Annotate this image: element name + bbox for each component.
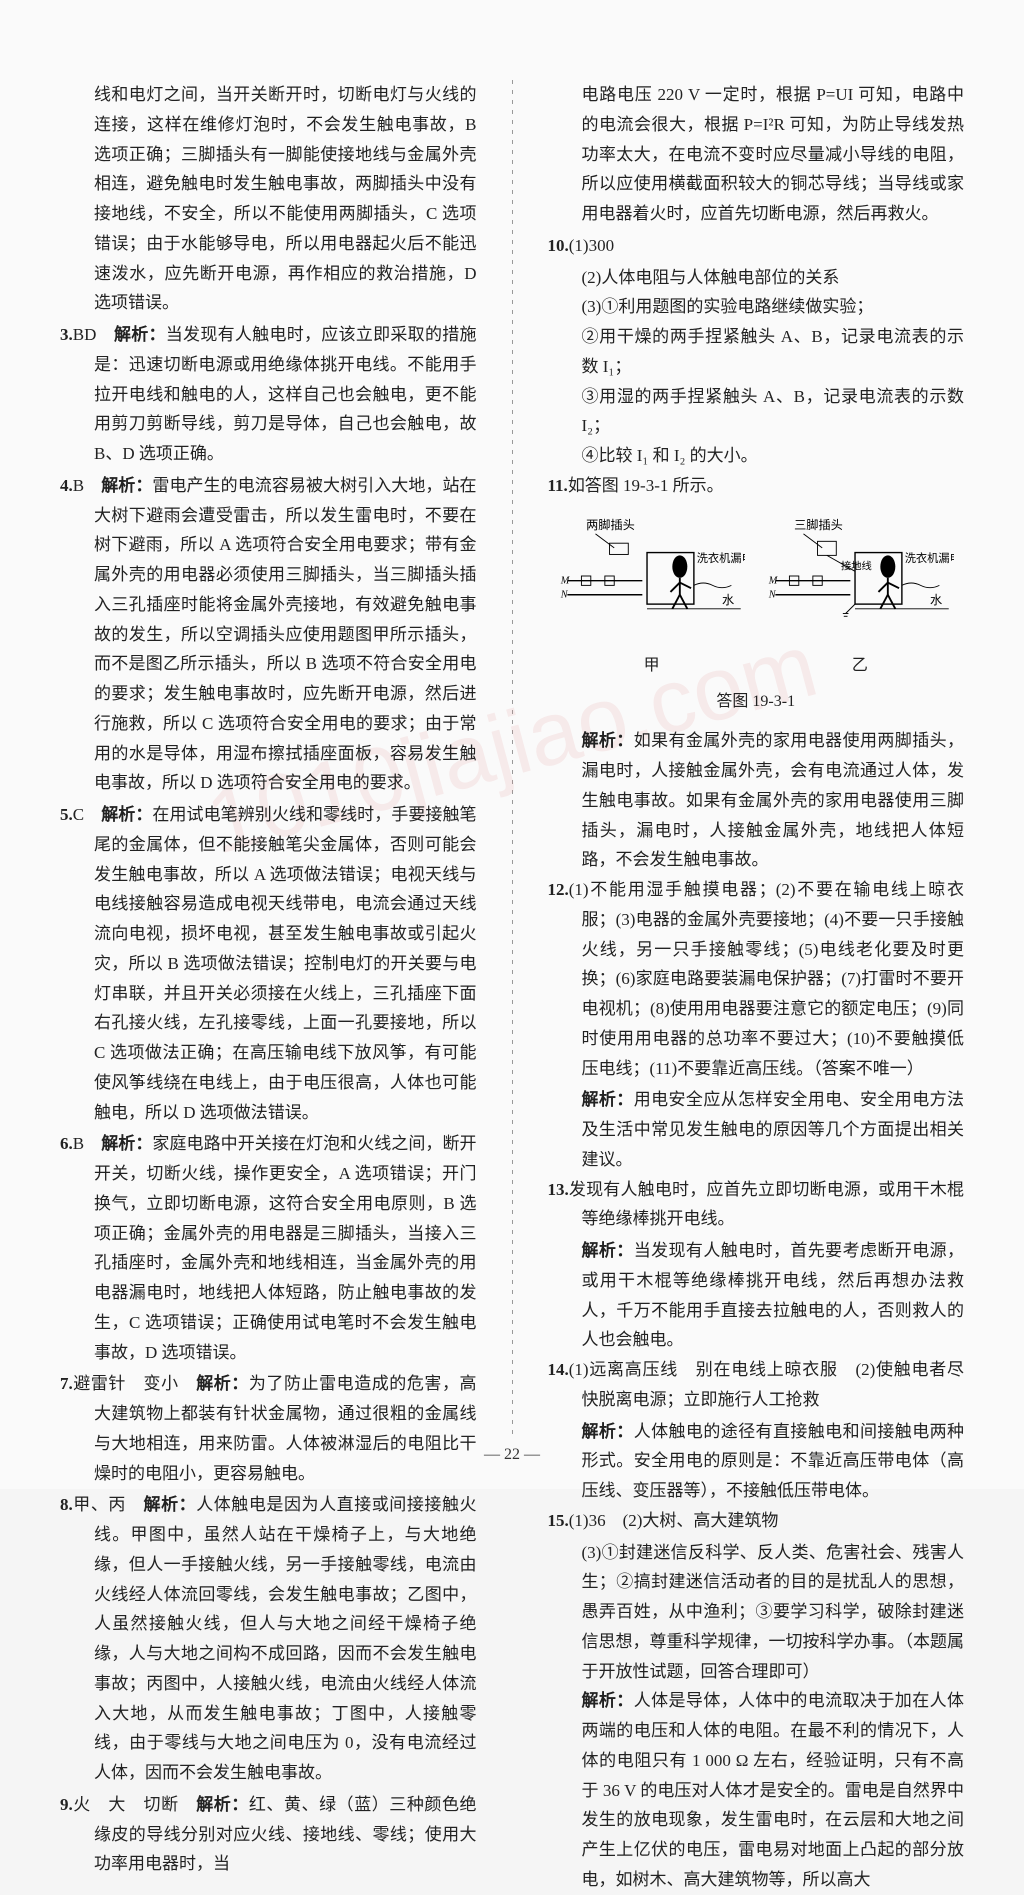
circuit-diagram-jia-svg: 两脚插头 M N 洗衣机漏电 水	[558, 511, 745, 641]
svg-text:两脚插头: 两脚插头	[586, 517, 635, 532]
q10-p3d: ④比较 I₁ 和 I₂ 的大小。	[548, 441, 965, 471]
q10-p3c: ③用湿的两手捏紧触头 A、B，记录电流表的示数 I₂；	[548, 382, 965, 442]
q13-label: 解析：	[582, 1241, 634, 1260]
q12-label: 解析：	[582, 1090, 634, 1109]
q14-analysis: 解析：人体触电的途径有直接触电和间接触电两种形式。安全用电的原则是：不靠近高压带…	[548, 1417, 965, 1506]
q15-analysis: 解析：人体是导体，人体中的电流取决于加在人体两端的电压和人体的电阻。在最不利的情…	[548, 1686, 965, 1894]
left-column: 线和电灯之间，当开关断开时，切断电灯与火线的连接，这样在维修灯泡时，不会发生触电…	[60, 80, 477, 1439]
svg-text:N: N	[768, 589, 777, 600]
q10-p1: 10.(1)300	[548, 231, 965, 261]
q11-intro: 11.如答图 19-3-1 所示。	[548, 471, 965, 501]
q11-text: 如果有金属外壳的家用电器使用两脚插头，漏电时，人接触金属外壳，会有电流通过人体，…	[582, 731, 965, 869]
svg-text:M: M	[560, 575, 571, 586]
page-number: — 22 —	[484, 1446, 540, 1464]
right-column: 电路电压 220 V 一定时，根据 P=UI 可知，电路中的电流会很大，根据 P…	[548, 80, 965, 1439]
q4-label: 解析：	[101, 476, 152, 495]
q8-item: 8.甲、丙 解析：人体触电是因为人直接或间接接触火线。甲图中，虽然人站在干燥椅子…	[60, 1490, 477, 1788]
q8-text: 人体触电是因为人直接或间接接触火线。甲图中，虽然人站在干燥椅子上，与大地绝缘，但…	[94, 1495, 477, 1782]
q4-text: 雷电产生的电流容易被大树引入大地，站在大树下避雨会遭受雷击，所以发生雷电时，不要…	[94, 476, 477, 793]
q13-analysis-text: 当发现有人触电时，首先要考虑断开电源，或用干木棍等绝缘棒挑开电线，然后再想办法救…	[582, 1241, 965, 1349]
q2-continuation: 线和电灯之间，当开关断开时，切断电灯与火线的连接，这样在维修灯泡时，不会发生触电…	[60, 80, 477, 318]
svg-text:洗衣机漏电: 洗衣机漏电	[697, 550, 746, 564]
q3-answer: BD	[73, 325, 97, 344]
q7-item: 7.避雷针 变小 解析：为了防止雷电造成的危害，高大建筑物上都装有针状金属物，通…	[60, 1369, 477, 1488]
q11-number: 11.	[548, 476, 568, 495]
q8-answer: 甲、丙	[73, 1495, 126, 1514]
q14-item: 14.(1)远离高压线 别在电线上晾衣服 (2)使触电者尽快脱离电源；立即施行人…	[548, 1355, 965, 1415]
q5-text: 在用试电笔辨别火线和零线时，手要接触笔尾的金属体，但不能接触笔尖金属体，否则可能…	[94, 805, 477, 1122]
q15-item: 15.(1)36 (2)大树、高大建筑物	[548, 1506, 965, 1536]
q8-number: 8.	[60, 1495, 73, 1514]
svg-text:水: 水	[722, 593, 734, 607]
q6-number: 6.	[60, 1134, 73, 1153]
svg-text:三脚插头: 三脚插头	[794, 517, 843, 532]
q7-number: 7.	[60, 1374, 73, 1393]
q11-label: 解析：	[582, 731, 634, 750]
q3-item: 3.BD 解析：当发现有人触电时，应该立即采取的措施是：迅速切断电源或用绝缘体挑…	[60, 320, 477, 469]
q11-intro-text: 如答图 19-3-1 所示。	[568, 476, 724, 495]
column-divider	[512, 80, 513, 1439]
svg-text:N: N	[560, 589, 569, 600]
diagram-jia: 两脚插头 M N 洗衣机漏电 水	[558, 511, 745, 681]
q12-analysis: 解析：用电安全应从怎样安全用电、安全用电方法及生活中常见发生触电的原因等几个方面…	[548, 1085, 965, 1174]
figure-19-3-1: 两脚插头 M N 洗衣机漏电 水	[548, 511, 965, 717]
q14-text: (1)远离高压线 别在电线上晾衣服 (2)使触电者尽快脱离电源；立即施行人工抢救	[569, 1360, 964, 1409]
q10-p3: (3)①利用题图的实验电路继续做实验；	[548, 292, 965, 322]
q6-label: 解析：	[101, 1134, 152, 1153]
q9-item: 9.火 大 切断 解析：红、黄、绿（蓝）三种颜色绝缘皮的导线分别对应火线、接地线…	[60, 1790, 477, 1879]
svg-text:M: M	[768, 575, 779, 586]
q12-item: 12.(1)不能用湿手触摸电器；(2)不要在输电线上晾衣服；(3)电器的金属外壳…	[548, 875, 965, 1083]
document-page: 1010jiajiao.com 线和电灯之间，当开关断开时，切断电灯与火线的连接…	[0, 0, 1024, 1489]
q6-text: 家庭电路中开关接在灯泡和火线之间，断开开关，切断火线，操作更安全，A 选项错误；…	[94, 1134, 477, 1361]
fig-label-jia: 甲	[558, 652, 745, 680]
q9-label: 解析：	[196, 1795, 249, 1814]
q14-number: 14.	[548, 1360, 569, 1379]
q4-answer: B	[73, 476, 84, 495]
q10-number: 10.	[548, 236, 569, 255]
q15-p3: (3)①封建迷信反科学、反人类、危害社会、残害人生；②搞封建迷信活动者的目的是扰…	[548, 1538, 965, 1687]
q8-label: 解析：	[144, 1495, 197, 1514]
svg-text:水: 水	[930, 593, 942, 607]
q4-number: 4.	[60, 476, 73, 495]
q14-analysis-text: 人体触电的途径有直接触电和间接触电两种形式。安全用电的原则是：不靠近高压带电体（…	[582, 1422, 965, 1501]
q7-label: 解析：	[196, 1374, 249, 1393]
figure-caption: 答图 19-3-1	[548, 688, 965, 716]
q9-number: 9.	[60, 1795, 73, 1814]
q6-answer: B	[73, 1134, 84, 1153]
q7-answer: 避雷针 变小	[73, 1374, 179, 1393]
q15-number: 15.	[548, 1511, 569, 1530]
q11-analysis: 解析：如果有金属外壳的家用电器使用两脚插头，漏电时，人接触金属外壳，会有电流通过…	[548, 726, 965, 875]
q4-item: 4.B 解析：雷电产生的电流容易被大树引入大地，站在大树下避雨会遭受雷击，所以发…	[60, 471, 477, 798]
q13-text: 发现有人触电时，应首先立即切断电源，或用干木棍等绝缘棒挑开电线。	[569, 1180, 964, 1229]
q9-answer: 火 大 切断	[73, 1795, 179, 1814]
q13-analysis: 解析：当发现有人触电时，首先要考虑断开电源，或用干木棍等绝缘棒挑开电线，然后再想…	[548, 1236, 965, 1355]
q6-item: 6.B 解析：家庭电路中开关接在灯泡和火线之间，断开开关，切断火线，操作更安全，…	[60, 1129, 477, 1367]
q10-p3b: ②用干燥的两手捏紧触头 A、B，记录电流表的示数 I₁；	[548, 322, 965, 382]
q12-number: 12.	[548, 880, 569, 899]
q15-text: (1)36 (2)大树、高大建筑物	[569, 1511, 779, 1530]
circuit-diagram-yi-svg: 三脚插头 接地线 M N 洗衣机漏电 水	[766, 511, 953, 641]
q9-continuation: 电路电压 220 V 一定时，根据 P=UI 可知，电路中的电流会很大，根据 P…	[548, 80, 965, 229]
q5-label: 解析：	[101, 805, 152, 824]
q3-text: 当发现有人触电时，应该立即采取的措施是：迅速切断电源或用绝缘体挑开电线。不能用手…	[94, 325, 477, 463]
q10-part1: (1)300	[569, 236, 614, 255]
q10-p2: (2)人体电阻与人体触电部位的关系	[548, 263, 965, 293]
diagram-yi: 三脚插头 接地线 M N 洗衣机漏电 水	[766, 511, 953, 681]
q13-number: 13.	[548, 1180, 569, 1199]
q5-answer: C	[73, 805, 84, 824]
q15-analysis-text: 人体是导体，人体中的电流取决于加在人体两端的电压和人体的电阻。在最不利的情况下，…	[582, 1691, 965, 1889]
q12-analysis-text: 用电安全应从怎样安全用电、安全用电方法及生活中常见发生触电的原因等几个方面提出相…	[582, 1090, 965, 1169]
q3-number: 3.	[60, 325, 73, 344]
q12-text: (1)不能用湿手触摸电器；(2)不要在输电线上晾衣服；(3)电器的金属外壳要接地…	[569, 880, 964, 1078]
q5-item: 5.C 解析：在用试电笔辨别火线和零线时，手要接触笔尾的金属体，但不能接触笔尖金…	[60, 800, 477, 1127]
fig-label-yi: 乙	[766, 652, 953, 680]
q3-label: 解析：	[114, 325, 166, 344]
svg-text:洗衣机漏电: 洗衣机漏电	[905, 550, 954, 564]
q14-label: 解析：	[582, 1422, 634, 1441]
q15-label: 解析：	[582, 1691, 634, 1710]
q5-number: 5.	[60, 805, 73, 824]
q13-item: 13.发现有人触电时，应首先立即切断电源，或用干木棍等绝缘棒挑开电线。	[548, 1175, 965, 1235]
